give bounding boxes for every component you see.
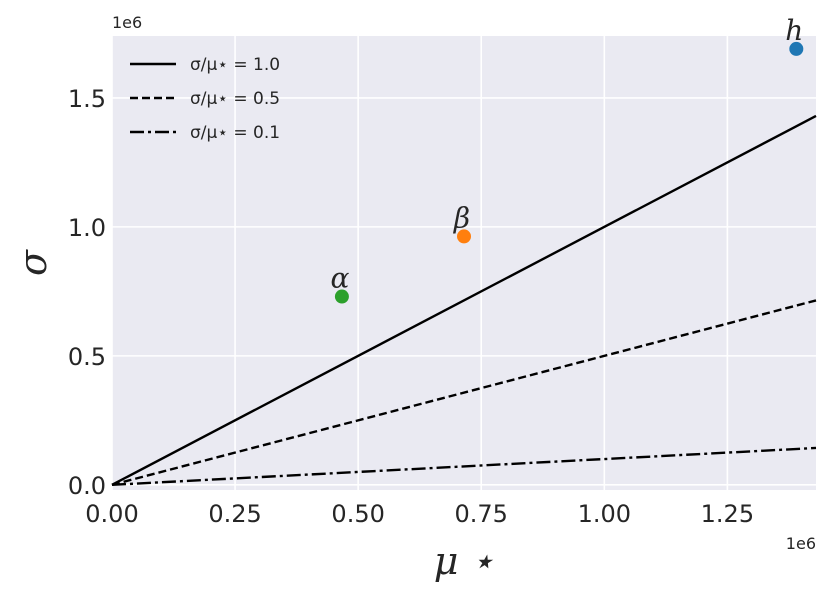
ratio-lines [111, 114, 817, 487]
x-axis-label: μ ⋆ [434, 539, 495, 583]
grid-lines [111, 36, 816, 490]
x-tick-label-0: 0.00 [85, 500, 138, 528]
x-tick-label-3: 0.75 [455, 500, 508, 528]
x-tick-label-1: 0.25 [208, 500, 261, 528]
data-point-2 [334, 289, 349, 304]
y-tick-label-2: 1.0 [68, 214, 106, 242]
point-label-2: α [330, 262, 349, 295]
legend-label-1: σ/μ⋆ = 0.5 [190, 89, 280, 109]
x-tick-label-5: 1.25 [701, 500, 754, 528]
ratio-line-0 [111, 114, 817, 486]
point-label-1: β [453, 201, 470, 234]
data-points [334, 41, 804, 304]
point-labels: h β α [330, 14, 803, 295]
y-tick-label-3: 1.5 [68, 85, 106, 113]
legend-label-2: σ/μ⋆ = 0.1 [190, 123, 280, 143]
data-point-0 [789, 41, 804, 56]
legend-label-0: σ/μ⋆ = 1.0 [190, 55, 280, 75]
legend: σ/μ⋆ = 1.0 σ/μ⋆ = 0.5 σ/μ⋆ = 0.1 [130, 55, 280, 143]
ratio-line-2 [111, 446, 817, 487]
y-tick-labels: 0.0 0.5 1.0 1.5 [68, 85, 106, 500]
y-offset-label: 1e6 [112, 13, 142, 32]
ratio-line-1 [111, 299, 817, 487]
x-tick-label-4: 1.00 [578, 500, 631, 528]
y-tick-label-0: 0.0 [68, 472, 106, 500]
plot-background [112, 36, 816, 490]
x-tick-labels: 0.00 0.25 0.50 0.75 1.00 1.25 [85, 500, 754, 528]
point-label-0: h [785, 14, 803, 47]
x-offset-label: 1e6 [786, 534, 816, 553]
y-axis-label: σ [11, 249, 55, 276]
y-tick-label-1: 0.5 [68, 343, 106, 371]
data-point-1 [457, 229, 471, 244]
x-tick-label-2: 0.50 [331, 500, 384, 528]
